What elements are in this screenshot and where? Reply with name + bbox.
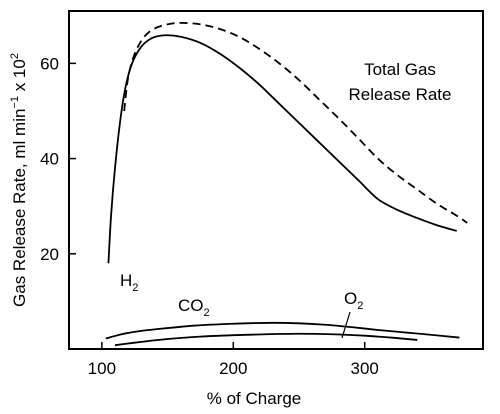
x-tick-label: 200 bbox=[219, 359, 247, 378]
o2-pointer-line bbox=[341, 311, 351, 339]
x-tick-label: 100 bbox=[88, 359, 116, 378]
ticks: 100 200 300 20 40 60 bbox=[40, 54, 379, 378]
annotation-h2: H2 bbox=[120, 271, 138, 294]
series-line-o2 bbox=[114, 332, 418, 347]
series-line-co2 bbox=[105, 321, 460, 340]
x-tick-label: 300 bbox=[351, 359, 379, 378]
series-line-total bbox=[123, 21, 468, 224]
annotation-o2: O2 bbox=[344, 289, 363, 312]
y-axis-title: Gas Release Rate, ml min−1 x 102 bbox=[9, 53, 29, 307]
series-line-h2 bbox=[107, 34, 457, 264]
plot-frame bbox=[68, 10, 484, 350]
annotation-h2-main: H bbox=[120, 271, 132, 290]
y-axis-title-sup2: 2 bbox=[9, 53, 21, 59]
y-axis-title-main: Gas Release Rate, ml min bbox=[10, 109, 29, 307]
annotation-co2: CO2 bbox=[178, 296, 210, 319]
annotation-o2-sub: 2 bbox=[357, 300, 363, 312]
x-axis-title: % of Charge bbox=[207, 389, 302, 408]
annotation-h2-sub: 2 bbox=[132, 282, 138, 294]
y-axis-title-sup: −1 bbox=[9, 96, 21, 109]
annotation-co2-main: CO bbox=[178, 296, 204, 315]
y-tick-label: 40 bbox=[40, 150, 59, 169]
annotation-total-gas: Total Gas bbox=[364, 60, 436, 79]
y-tick-label: 60 bbox=[40, 54, 59, 73]
series-group bbox=[105, 21, 468, 347]
y-axis-title-tail: x 10 bbox=[10, 59, 29, 96]
annotation-o2-main: O bbox=[344, 289, 357, 308]
annotation-release-rate: Release Rate bbox=[348, 85, 451, 104]
y-tick-label: 20 bbox=[40, 245, 59, 264]
annotation-co2-sub: 2 bbox=[204, 307, 210, 319]
